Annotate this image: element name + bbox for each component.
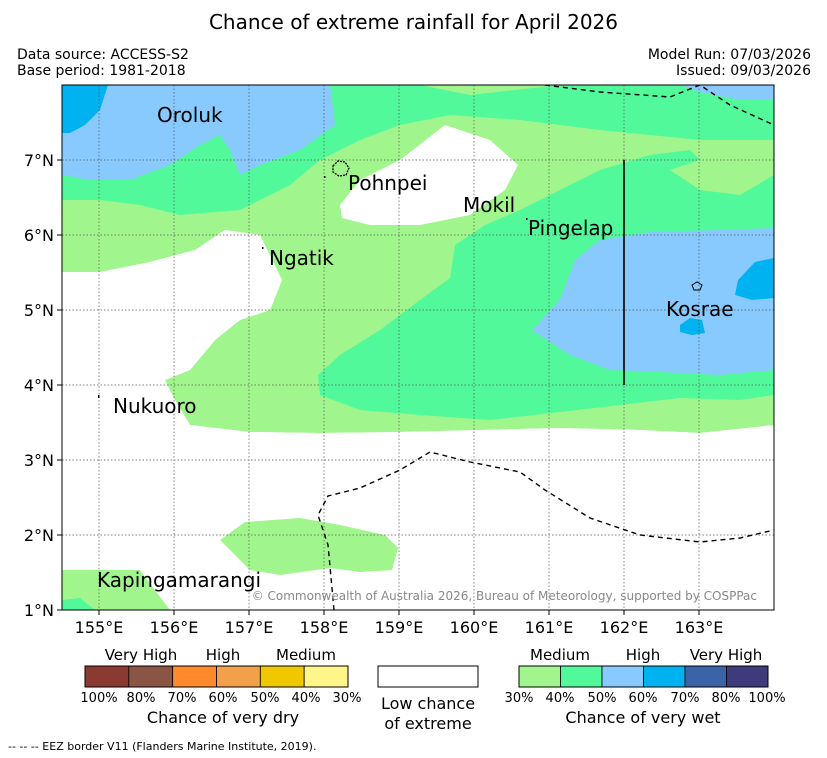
lon-tick-label: 156°E xyxy=(150,618,199,637)
lat-axis xyxy=(57,159,62,611)
legend-dry-caption: Medium xyxy=(276,646,336,664)
lat-tick-label: 4°N xyxy=(24,376,54,395)
lon-tick-label: 163°E xyxy=(675,618,724,637)
legend-low-chance: Low chance of extreme xyxy=(377,665,479,733)
place-label-kapingamarangi: Kapingamarangi xyxy=(97,568,261,592)
legend-low-title-2: of extreme xyxy=(384,714,471,733)
legend-dry-label: 100% xyxy=(80,691,117,706)
lon-tick-label: 161°E xyxy=(525,618,574,637)
region-wet-high-50-east xyxy=(532,228,774,375)
lat-tick-label: 5°N xyxy=(24,301,54,320)
eez-footnote: -- -- -- EEZ border V11 (Flanders Marine… xyxy=(8,740,317,753)
legend-wet-swatch xyxy=(560,665,603,688)
legend-dry-label: 60% xyxy=(209,691,238,706)
legend-wet: Medium High Very High 30% 40% 50% 60% 70… xyxy=(505,646,786,727)
legend-wet-swatch xyxy=(643,665,686,688)
legend-dry-label: 30% xyxy=(333,691,362,706)
legend-wet-label: 40% xyxy=(546,691,575,706)
region-wet-high-60-east xyxy=(735,258,774,300)
legend-dry-swatches xyxy=(84,665,349,688)
eez-borders xyxy=(317,85,774,610)
legend-wet-swatch xyxy=(684,665,727,688)
island-kosrae xyxy=(691,281,703,291)
place-label-mokil: Mokil xyxy=(463,193,515,217)
legend-wet-title: Chance of very wet xyxy=(565,708,720,727)
place-label-kosrae: Kosrae xyxy=(666,297,734,321)
island-nukuoro xyxy=(98,395,100,398)
legend-wet-caption: Medium xyxy=(530,646,590,664)
legend-dry-caption: High xyxy=(206,646,240,664)
legend-dry-swatch xyxy=(259,665,305,688)
region-wet-high-60-nw xyxy=(62,85,108,133)
legend-dry-label: 70% xyxy=(168,691,197,706)
data-source: Data source: ACCESS-S2 xyxy=(17,47,189,63)
gridlines xyxy=(62,85,774,610)
legend-dry-swatch xyxy=(303,665,349,688)
region-wet-medium-30-corner xyxy=(62,570,170,610)
lon-axis xyxy=(98,610,700,615)
island-pohnpei xyxy=(332,160,350,177)
island-mokil xyxy=(526,218,528,220)
legend-wet-swatch xyxy=(601,665,644,688)
legend-wet-caption: High xyxy=(626,646,660,664)
lat-tick-label: 7°N xyxy=(24,151,54,170)
place-label-nukuoro: Nukuoro xyxy=(113,394,197,418)
place-label-ngatik: Ngatik xyxy=(269,246,334,270)
lat-tick-label: 6°N xyxy=(24,226,54,245)
rainfall-field: Oroluk Pohnpei Mokil Pingelap Ngatik Kos… xyxy=(62,85,774,610)
model-run: Model Run: 07/03/2026 xyxy=(647,47,811,63)
legend-wet-label: 80% xyxy=(712,691,741,706)
region-wet-medium-30-south-redraw xyxy=(220,518,398,575)
lon-tick-label: 159°E xyxy=(375,618,424,637)
lon-tick-label: 158°E xyxy=(300,618,349,637)
legend-wet-swatch xyxy=(726,665,769,688)
legend-dry-label: 80% xyxy=(127,691,156,706)
legend-low-title-1: Low chance xyxy=(381,694,475,713)
legend-low-swatch xyxy=(377,665,479,688)
map-title: Chance of extreme rainfall for April 202… xyxy=(208,10,619,34)
lat-tick-label: 1°N xyxy=(24,601,54,620)
island-ngatik xyxy=(262,247,264,249)
legend-wet-label: 70% xyxy=(671,691,700,706)
region-wet-medium-40-south xyxy=(62,598,95,610)
legend-wet-swatch xyxy=(518,665,561,688)
lon-tick-label: 157°E xyxy=(225,618,274,637)
lon-tick-label: 160°E xyxy=(450,618,499,637)
plot-frame xyxy=(61,84,775,611)
legend-wet-swatches xyxy=(518,665,769,688)
region-low-chance-pohnpei xyxy=(340,125,518,225)
island-pohnpei-ant xyxy=(324,176,326,178)
place-label-pohnpei: Pohnpei xyxy=(348,171,428,195)
base-period: Base period: 1981-2018 xyxy=(17,63,186,79)
legend-dry-frame xyxy=(84,665,349,688)
place-label-oroluk: Oroluk xyxy=(157,103,223,127)
legend-wet-label: 50% xyxy=(588,691,617,706)
lon-tick-label: 155°E xyxy=(75,618,124,637)
legend-dry-label: 50% xyxy=(251,691,280,706)
region-wet-high-50-north xyxy=(62,85,335,180)
legend-dry-label: 40% xyxy=(292,691,321,706)
legend-dry-swatch xyxy=(216,665,261,688)
legend-wet-frame xyxy=(518,665,769,688)
lat-tick-label: 2°N xyxy=(24,526,54,545)
legend-wet-label: 30% xyxy=(505,691,534,706)
legend-dry-title: Chance of very dry xyxy=(147,708,299,727)
lat-tick-label: 3°N xyxy=(24,451,54,470)
legend-dry-swatch xyxy=(172,665,217,688)
legend-wet-caption: Very High xyxy=(690,646,763,664)
issued-date: Issued: 09/03/2026 xyxy=(676,63,811,79)
copyright-text: © Commonwealth of Australia 2026, Bureau… xyxy=(252,589,757,603)
legend-wet-label: 100% xyxy=(748,691,785,706)
legend-dry-swatch xyxy=(84,665,130,688)
legend-dry-caption: Very High xyxy=(105,646,178,664)
legend-wet-label: 60% xyxy=(629,691,658,706)
region-wet-high-50-ne xyxy=(680,85,774,100)
lon-tick-label: 162°E xyxy=(600,618,649,637)
legend-dry-swatch xyxy=(128,665,174,688)
legend-dry: Very High High Medium 100% 80% 70% 60% 5… xyxy=(80,646,361,727)
place-label-pingelap: Pingelap xyxy=(528,216,613,240)
